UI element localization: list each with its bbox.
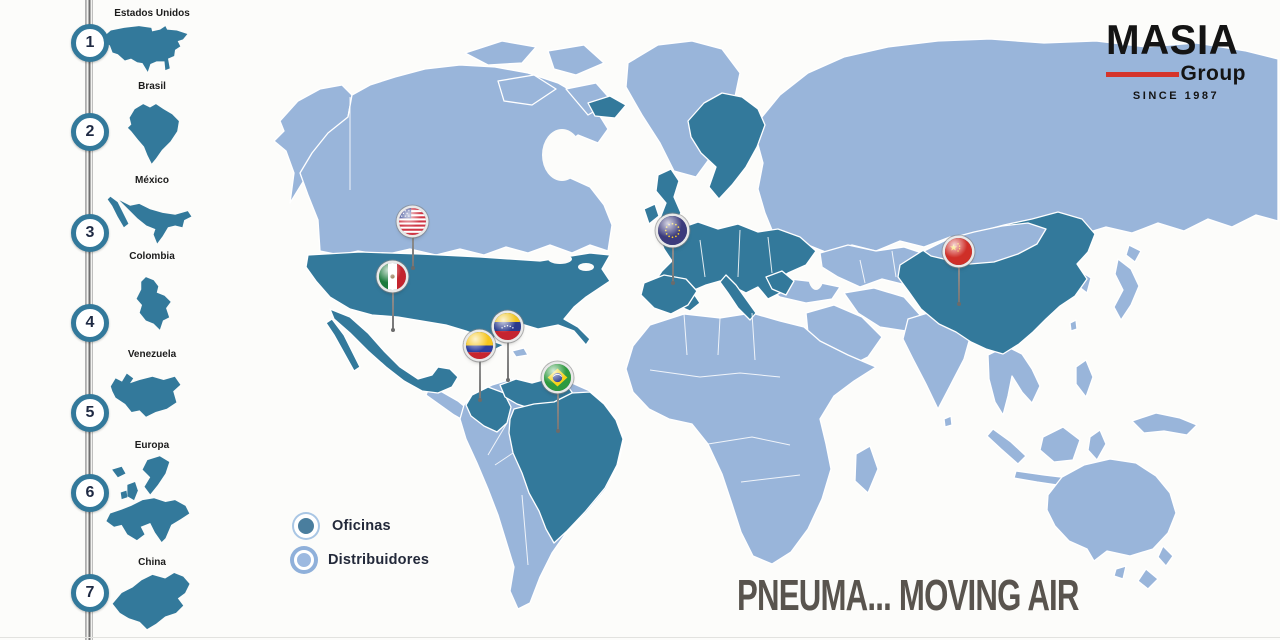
sidebar-label-china: China [138,557,166,568]
map-new-zealand [1157,545,1174,567]
country-silhouette-europa [106,456,190,543]
step-number: 1 [85,34,95,51]
sidebar-label-brasil: Brasil [138,81,166,92]
brand-logo: MASIA Group SINCE 1987 [1106,16,1246,102]
map-australia [1046,458,1177,562]
pin-stem [957,252,961,306]
country-silhouette-colombia [136,277,171,330]
pin-stem [391,277,395,332]
usa-flag-icon [399,208,426,235]
brand-group-label: Group [1180,62,1246,85]
map-sri-lanka [943,415,953,428]
sidebar-label-estados-unidos: Estados Unidos [114,8,190,19]
map-great-lake [548,254,572,264]
map-sumatra [986,428,1027,465]
country-silhouette-brazil [127,104,179,164]
colombia-flag-icon [466,332,493,359]
map-africa [625,312,877,565]
brand-group-row: Group [1106,62,1246,86]
country-silhouette-usa [103,26,188,72]
step-badge-7: 7 [71,574,109,612]
map-new-guinea [1131,412,1198,436]
map-baja [325,318,361,372]
country-silhouette-venezuela [110,373,181,417]
map-scandinavia [687,92,766,200]
country-silhouette-china [112,573,190,630]
map-italy [719,274,757,321]
step-number: 6 [85,484,95,501]
world-map [273,38,1279,610]
sidebar-label-colombia: Colombia [129,251,175,262]
map-mexico [329,308,459,394]
step-number: 4 [85,314,95,331]
map-sulawesi [1087,429,1107,461]
step-number: 5 [85,404,95,421]
legend-offices-label: Oficinas [332,518,391,534]
step-badge-6: 6 [71,474,109,512]
map-balkans [765,270,795,296]
legend-offices: Oficinas [294,514,391,538]
map-hudson-bay [542,129,582,181]
map-new-zealand [1137,568,1159,590]
map-borneo [1039,426,1081,463]
step-badge-3: 3 [71,214,109,252]
mexico-flag-icon [379,263,406,290]
pin-stem [556,378,560,433]
map-arctic-island [497,74,557,106]
sidebar-label-venezuela: Venezuela [127,349,177,360]
bottom-edge-line [0,637,1280,638]
venezuela-flag-icon [494,313,521,340]
map-philippines [1075,359,1094,398]
map-tasmania [1113,565,1127,580]
pin-stem [671,231,675,285]
map-se-asia [987,345,1041,416]
pin-stem [506,327,510,382]
country-silhouette-mexico [107,196,192,244]
sidebar-label-mexico: México [135,175,169,186]
tagline: PNEUMA... MOVING AIR [737,572,1079,621]
map-colombia [465,386,512,433]
map-japan [1125,244,1142,263]
step-number: 2 [85,123,95,140]
map-taiwan [1069,319,1078,332]
brand-since: SINCE 1987 [1132,90,1220,102]
pin-stem [411,222,415,270]
legend-distributors: Distribuidores [294,550,429,570]
map-great-lake [578,263,594,271]
map-iberia [640,274,698,315]
step-number: 3 [85,224,95,241]
map-brazil [508,391,624,544]
map-arctic-island [464,40,537,66]
map-caspian-sea [808,260,824,290]
map-ireland [643,203,660,225]
map-iceland [587,95,627,119]
step-badge-5: 5 [71,394,109,432]
eu-flag-icon [658,216,687,245]
sidebar-label-europa: Europa [134,440,170,451]
office-marker-icon [294,514,318,538]
distributor-marker-icon [294,550,314,570]
map-hispaniola [511,347,529,358]
brazil-flag-icon [544,364,571,391]
legend-distributors-label: Distribuidores [328,552,430,568]
pin-stem [478,346,482,402]
step-badge-4: 4 [71,304,109,342]
map-madagascar [854,445,879,494]
brand-name: MASIA [1106,16,1239,63]
map-arctic-island [547,44,605,76]
step-badge-2: 2 [71,113,109,151]
china-flag-icon [945,238,972,265]
brand-red-line [1106,71,1179,77]
step-number: 7 [85,584,95,601]
map-japan [1113,258,1140,321]
